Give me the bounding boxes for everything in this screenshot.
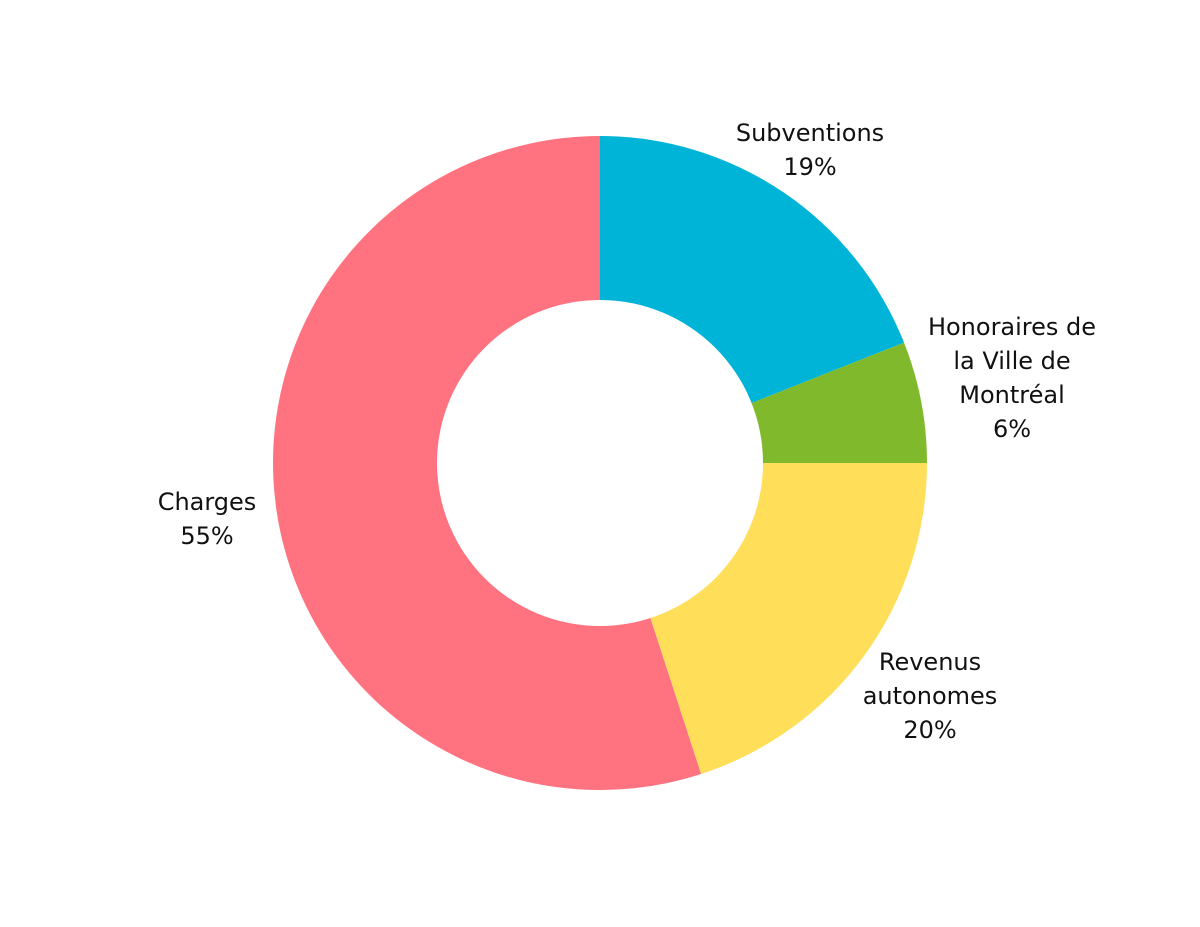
donut-labels: Subventions 19% Honoraires de la Ville de Mo… (158, 119, 1096, 744)
slice-percent-label: 55% (180, 522, 233, 550)
donut-hole (437, 300, 763, 626)
slice-name-label: Revenus (879, 648, 981, 676)
slice-name-label: Montréal (959, 381, 1065, 409)
slice-name-label: la Ville de (953, 347, 1070, 375)
slice-label-1: Honoraires de la Ville de Montréal 6% (928, 313, 1096, 443)
slice-name-label: Honoraires de (928, 313, 1096, 341)
slice-name-label: autonomes (863, 682, 998, 710)
slice-percent-label: 6% (993, 415, 1031, 443)
slice-label-3: Charges 55% (158, 488, 257, 550)
slice-label-2: Revenus autonomes 20% (863, 648, 998, 744)
slice-label-0: Subventions 19% (736, 119, 884, 181)
slice-percent-label: 19% (783, 153, 836, 181)
slice-name-label: Charges (158, 488, 257, 516)
slice-percent-label: 20% (903, 716, 956, 744)
slice-name-label: Subventions (736, 119, 884, 147)
